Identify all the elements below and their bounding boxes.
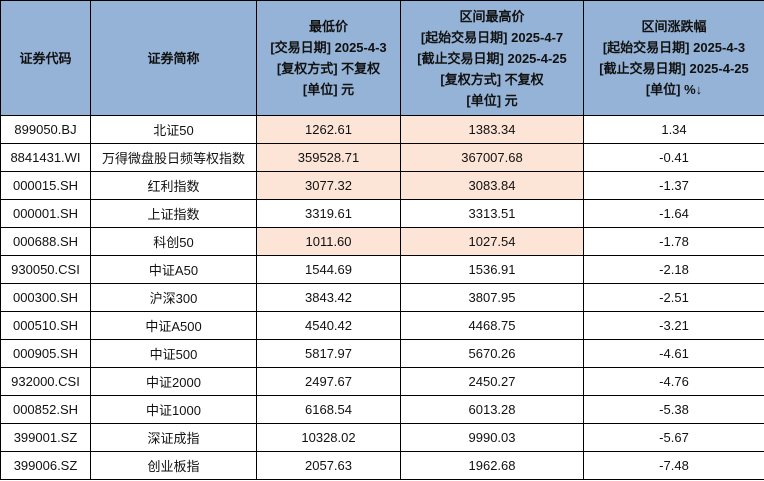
- table-row: 399001.SZ 深证成指 10328.02 9990.03 -5.67: [0, 423, 764, 452]
- change-pct-cell[interactable]: -5.38: [583, 395, 764, 424]
- security-code-cell[interactable]: 000905.SH: [0, 339, 91, 368]
- security-name-cell[interactable]: 深证成指: [90, 423, 257, 452]
- change-pct-cell[interactable]: 1.34: [583, 115, 764, 144]
- max-price-cell[interactable]: 1962.68: [400, 451, 584, 480]
- change-pct-cell[interactable]: -7.48: [583, 451, 764, 480]
- min-price-cell[interactable]: 359528.71: [256, 143, 401, 172]
- header-range-max-price[interactable]: 区间最高价 [起始交易日期] 2025-4-7 [截止交易日期] 2025-4-…: [400, 0, 584, 116]
- max-price-cell[interactable]: 1383.34: [400, 115, 584, 144]
- max-price-cell[interactable]: 2450.27: [400, 367, 584, 396]
- change-pct-cell[interactable]: -1.37: [583, 171, 764, 200]
- header-min-price[interactable]: 最低价 [交易日期] 2025-4-3 [复权方式] 不复权 [单位] 元: [256, 0, 401, 116]
- min-price-cell[interactable]: 1544.69: [256, 255, 401, 284]
- change-pct-cell[interactable]: -3.21: [583, 311, 764, 340]
- table-body: 899050.BJ 北证50 1262.61 1383.34 1.34 8841…: [0, 115, 764, 480]
- max-price-cell[interactable]: 3313.51: [400, 199, 584, 228]
- min-price-cell[interactable]: 1262.61: [256, 115, 401, 144]
- security-name-cell[interactable]: 红利指数: [90, 171, 257, 200]
- security-name-cell[interactable]: 沪深300: [90, 283, 257, 312]
- security-code-cell[interactable]: 899050.BJ: [0, 115, 91, 144]
- security-code-cell[interactable]: 000015.SH: [0, 171, 91, 200]
- security-code-cell[interactable]: 8841431.WI: [0, 143, 91, 172]
- change-pct-cell[interactable]: -1.64: [583, 199, 764, 228]
- max-price-cell[interactable]: 5670.26: [400, 339, 584, 368]
- table-row: 000510.SH 中证A500 4540.42 4468.75 -3.21: [0, 311, 764, 340]
- min-price-cell[interactable]: 2057.63: [256, 451, 401, 480]
- security-code-cell[interactable]: 399001.SZ: [0, 423, 91, 452]
- security-name-cell[interactable]: 中证500: [90, 339, 257, 368]
- security-name-cell[interactable]: 中证1000: [90, 395, 257, 424]
- change-pct-cell[interactable]: -1.78: [583, 227, 764, 256]
- min-price-cell[interactable]: 3319.61: [256, 199, 401, 228]
- min-price-cell[interactable]: 6168.54: [256, 395, 401, 424]
- security-name-cell[interactable]: 创业板指: [90, 451, 257, 480]
- min-price-cell[interactable]: 3077.32: [256, 171, 401, 200]
- max-price-cell[interactable]: 3807.95: [400, 283, 584, 312]
- security-name-cell[interactable]: 万得微盘股日频等权指数: [90, 143, 257, 172]
- security-name-cell[interactable]: 中证2000: [90, 367, 257, 396]
- header-range-change-pct[interactable]: 区间涨跌幅 [起始交易日期] 2025-4-3 [截止交易日期] 2025-4-…: [583, 0, 764, 116]
- max-price-cell[interactable]: 367007.68: [400, 143, 584, 172]
- change-pct-cell[interactable]: -4.76: [583, 367, 764, 396]
- table-row: 000905.SH 中证500 5817.97 5670.26 -4.61: [0, 339, 764, 368]
- table-row: 932000.CSI 中证2000 2497.67 2450.27 -4.76: [0, 367, 764, 396]
- table-row: 930050.CSI 中证A50 1544.69 1536.91 -2.18: [0, 255, 764, 284]
- security-name-cell[interactable]: 中证A50: [90, 255, 257, 284]
- security-code-cell[interactable]: 000300.SH: [0, 283, 91, 312]
- min-price-cell[interactable]: 2497.67: [256, 367, 401, 396]
- min-price-cell[interactable]: 3843.42: [256, 283, 401, 312]
- table-row: 000001.SH 上证指数 3319.61 3313.51 -1.64: [0, 199, 764, 228]
- security-code-cell[interactable]: 399006.SZ: [0, 451, 91, 480]
- min-price-cell[interactable]: 5817.97: [256, 339, 401, 368]
- header-security-code[interactable]: 证券代码: [0, 0, 91, 116]
- change-pct-cell[interactable]: -2.51: [583, 283, 764, 312]
- table-row: 000852.SH 中证1000 6168.54 6013.28 -5.38: [0, 395, 764, 424]
- security-code-cell[interactable]: 930050.CSI: [0, 255, 91, 284]
- change-pct-cell[interactable]: -0.41: [583, 143, 764, 172]
- max-price-cell[interactable]: 3083.84: [400, 171, 584, 200]
- table-row: 399006.SZ 创业板指 2057.63 1962.68 -7.48: [0, 451, 764, 480]
- max-price-cell[interactable]: 1027.54: [400, 227, 584, 256]
- header-row: 证券代码 证券简称 最低价 [交易日期] 2025-4-3 [复权方式] 不复权…: [0, 0, 764, 116]
- security-name-cell[interactable]: 上证指数: [90, 199, 257, 228]
- table-row: 000015.SH 红利指数 3077.32 3083.84 -1.37: [0, 171, 764, 200]
- security-code-cell[interactable]: 000852.SH: [0, 395, 91, 424]
- change-pct-cell[interactable]: -5.67: [583, 423, 764, 452]
- table-header: 证券代码 证券简称 最低价 [交易日期] 2025-4-3 [复权方式] 不复权…: [0, 0, 764, 116]
- security-code-cell[interactable]: 000688.SH: [0, 227, 91, 256]
- change-pct-cell[interactable]: -4.61: [583, 339, 764, 368]
- table-row: 000688.SH 科创50 1011.60 1027.54 -1.78: [0, 227, 764, 256]
- table-row: 000300.SH 沪深300 3843.42 3807.95 -2.51: [0, 283, 764, 312]
- security-name-cell[interactable]: 北证50: [90, 115, 257, 144]
- max-price-cell[interactable]: 9990.03: [400, 423, 584, 452]
- security-code-cell[interactable]: 000510.SH: [0, 311, 91, 340]
- table-row: 899050.BJ 北证50 1262.61 1383.34 1.34: [0, 115, 764, 144]
- change-pct-cell[interactable]: -2.18: [583, 255, 764, 284]
- security-code-cell[interactable]: 000001.SH: [0, 199, 91, 228]
- max-price-cell[interactable]: 1536.91: [400, 255, 584, 284]
- min-price-cell[interactable]: 4540.42: [256, 311, 401, 340]
- header-security-name[interactable]: 证券简称: [90, 0, 257, 116]
- table-row: 8841431.WI 万得微盘股日频等权指数 359528.71 367007.…: [0, 143, 764, 172]
- security-name-cell[interactable]: 科创50: [90, 227, 257, 256]
- max-price-cell[interactable]: 6013.28: [400, 395, 584, 424]
- max-price-cell[interactable]: 4468.75: [400, 311, 584, 340]
- security-name-cell[interactable]: 中证A500: [90, 311, 257, 340]
- min-price-cell[interactable]: 1011.60: [256, 227, 401, 256]
- min-price-cell[interactable]: 10328.02: [256, 423, 401, 452]
- security-code-cell[interactable]: 932000.CSI: [0, 367, 91, 396]
